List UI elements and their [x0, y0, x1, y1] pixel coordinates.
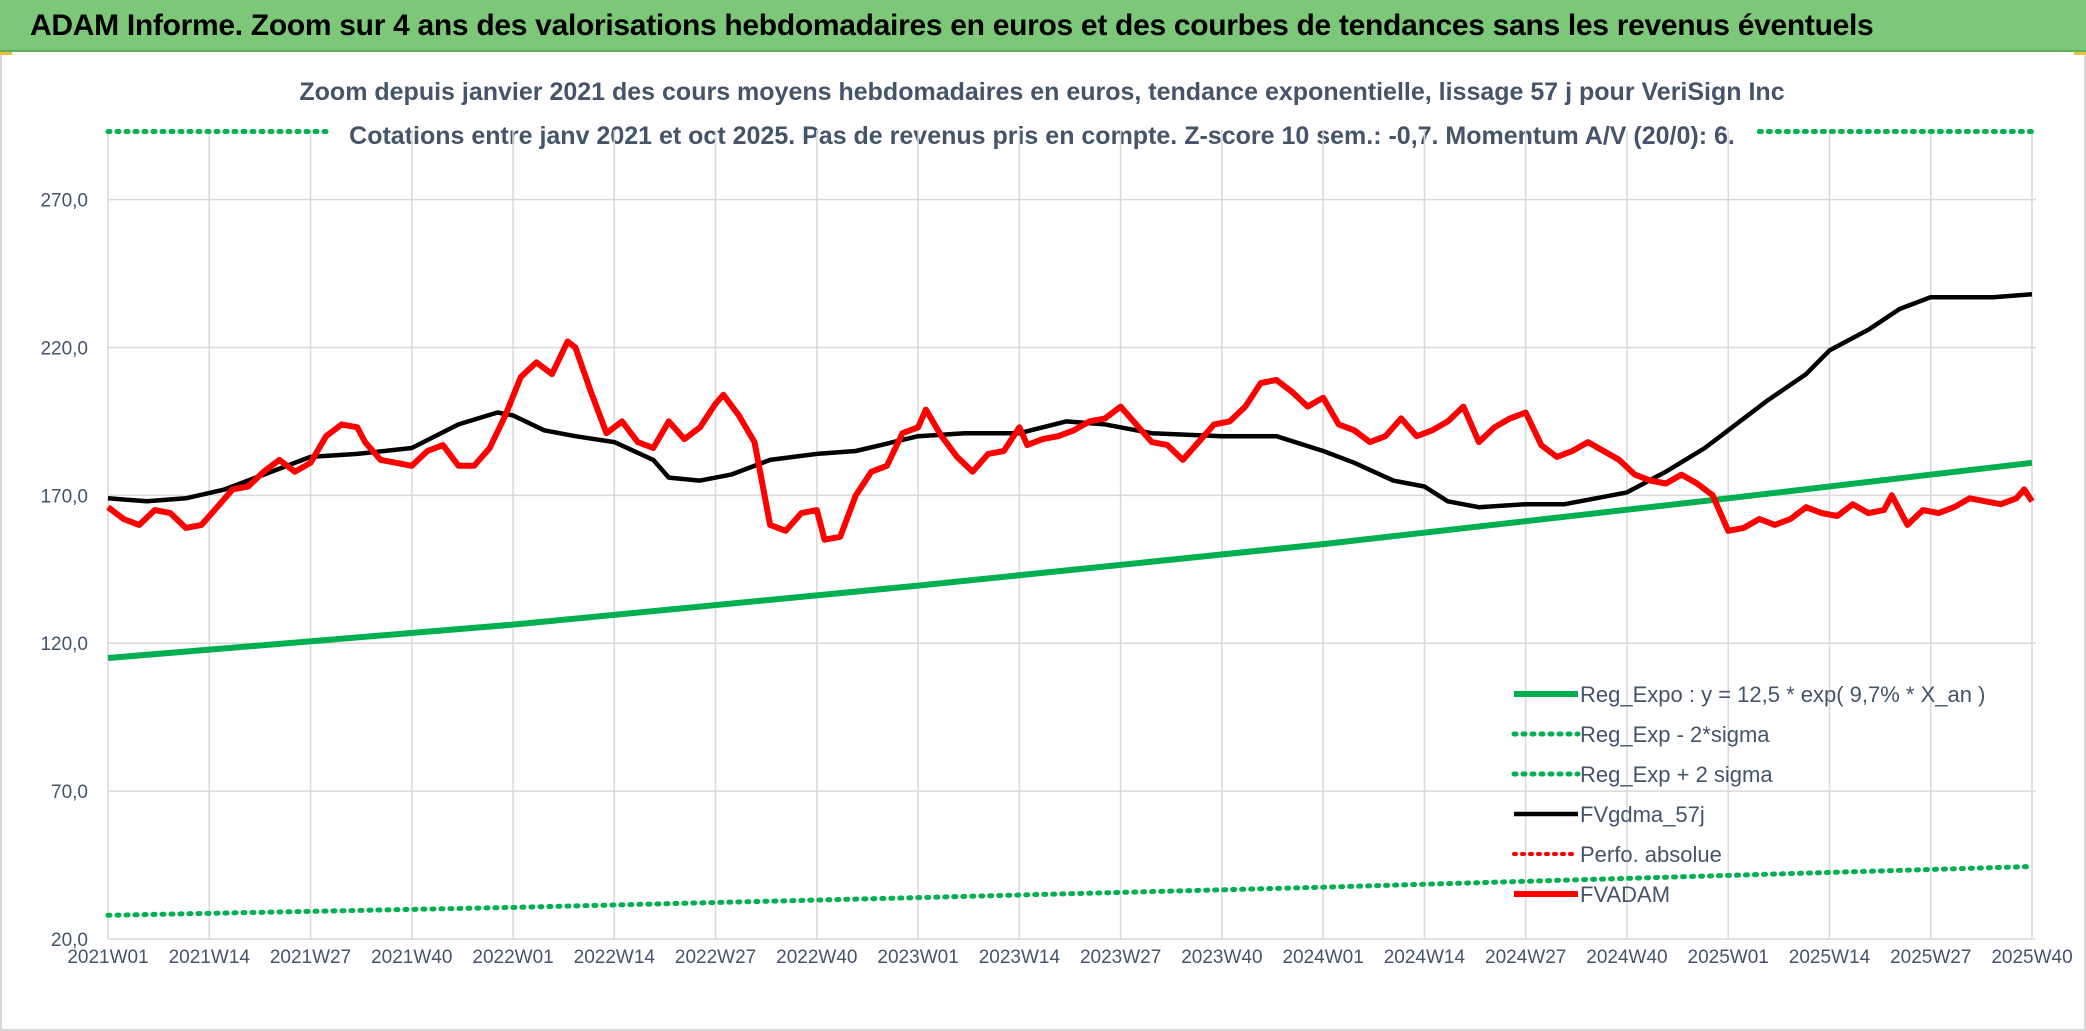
chart-title-line2: Cotations entre janv 2021 et oct 2025. P… [349, 122, 1735, 150]
series-fvadam [106, 338, 2035, 543]
corner-mark [0, 52, 12, 55]
x-tick-label: 2022W14 [574, 947, 656, 968]
legend-label: FVADAM [1580, 882, 1670, 907]
x-tick-label: 2021W40 [371, 947, 452, 968]
legend-label: Perfo. absolue [1580, 842, 1722, 867]
x-tick-label: 2024W40 [1586, 947, 1667, 968]
x-tick-label: 2022W27 [675, 947, 756, 968]
x-tick-label: 2023W14 [979, 947, 1061, 968]
legend-label: Reg_Exp + 2 sigma [1580, 762, 1773, 787]
chart-title-line1: Zoom depuis janvier 2021 des cours moyen… [299, 78, 1784, 106]
x-tick-label: 2023W01 [877, 947, 958, 968]
report-banner: ADAM Informe. Zoom sur 4 ans des valoris… [0, 0, 2086, 52]
x-tick-label: 2025W27 [1890, 947, 1971, 968]
x-tick-label: 2023W27 [1080, 947, 1161, 968]
y-tick-label: 220,0 [40, 338, 88, 359]
x-tick-label: 2025W01 [1688, 947, 1769, 968]
chart-frame: Zoom depuis janvier 2021 des cours moyen… [0, 52, 2086, 1031]
x-tick-label: 2024W27 [1485, 947, 1566, 968]
x-tick-label: 2021W14 [169, 947, 251, 968]
x-tick-label: 2024W14 [1384, 947, 1466, 968]
series-fvgdma-57j [107, 291, 2033, 510]
series-reg-exp-2-sigma [105, 864, 2035, 918]
y-tick-label: 20,0 [51, 930, 88, 951]
x-tick-label: 2025W40 [1991, 947, 2072, 968]
x-tick-label: 2022W40 [776, 947, 857, 968]
chart: Zoom depuis janvier 2021 des cours moyen… [40, 78, 2072, 968]
legend-label: Reg_Exp - 2*sigma [1580, 722, 1770, 747]
y-tick-label: 270,0 [40, 191, 88, 212]
series-reg-expo-y-12-5-exp-9-7-x-an [107, 459, 2033, 661]
legend-label: Reg_Expo : y = 12,5 * exp( 9,7% * X_an ) [1580, 682, 1985, 707]
legend-label: FVgdma_57j [1580, 802, 1705, 827]
x-tick-label: 2022W01 [472, 947, 553, 968]
corner-mark [2074, 52, 2086, 55]
y-tick-label: 170,0 [40, 486, 88, 507]
y-tick-label: 120,0 [40, 634, 88, 655]
y-tick-label: 70,0 [51, 782, 88, 803]
x-tick-label: 2024W01 [1282, 947, 1363, 968]
x-tick-label: 2025W14 [1789, 947, 1871, 968]
x-tick-label: 2021W01 [67, 947, 148, 968]
report-title: ADAM Informe. Zoom sur 4 ans des valoris… [30, 9, 1874, 42]
x-tick-label: 2021W27 [270, 947, 351, 968]
x-tick-label: 2023W40 [1181, 947, 1262, 968]
